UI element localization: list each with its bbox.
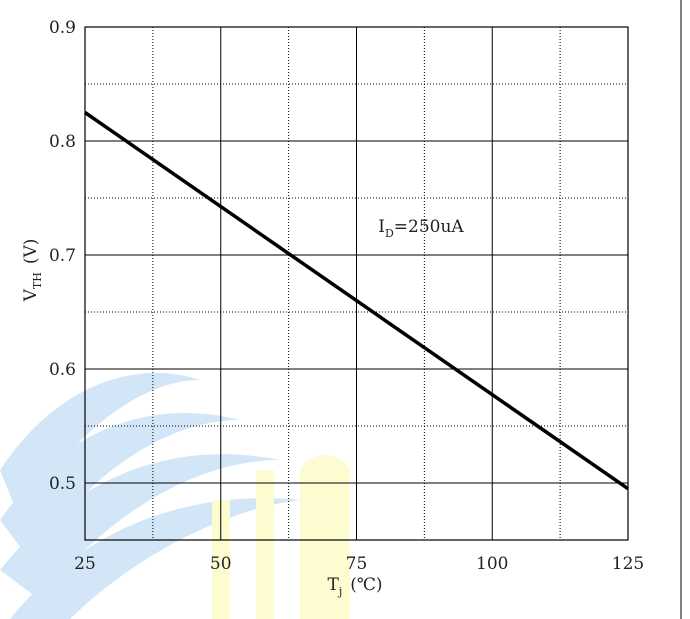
annotation-id-label: ID=250uA — [378, 217, 464, 240]
plot-frame — [84, 26, 629, 541]
x-axis-label-unit: (℃) — [350, 575, 382, 595]
y-tick-labels: 0.5 0.6 0.7 0.8 0.9 — [49, 18, 76, 494]
y-tick-label: 0.8 — [49, 132, 76, 152]
watermark-bar — [300, 455, 350, 619]
y-tick-label: 0.5 — [49, 474, 76, 494]
x-tick-label: 75 — [346, 554, 368, 574]
watermark-wave — [0, 413, 240, 560]
x-tick-label: 50 — [210, 554, 232, 574]
y-tick-label: 0.6 — [49, 360, 76, 380]
annotation-main: I — [378, 217, 385, 237]
y-axis-label-unit: (V) — [21, 239, 41, 265]
y-axis-label: VTH (V) — [21, 239, 44, 303]
watermark-bar — [256, 470, 274, 619]
watermark-bar — [212, 500, 230, 619]
y-axis-label-main: V — [21, 288, 41, 302]
y-axis-label-sub: TH — [31, 272, 44, 289]
x-axis-label-main: T — [327, 575, 339, 595]
y-tick-label: 0.9 — [49, 18, 76, 38]
x-tick-labels: 25 50 75 100 125 — [74, 554, 644, 574]
series-layer — [84, 111, 629, 491]
series-line — [84, 111, 629, 491]
annotation-rest: =250uA — [394, 217, 465, 237]
watermark-wave — [0, 454, 280, 600]
watermark-wave — [10, 498, 300, 619]
y-tick-label: 0.7 — [49, 246, 76, 266]
x-axis-label-sub: j — [337, 585, 342, 598]
watermark-logo — [0, 372, 350, 619]
x-tick-label: 125 — [612, 554, 644, 574]
x-tick-label: 25 — [74, 554, 96, 574]
annotation-sub: D — [385, 227, 394, 240]
watermark-wave — [0, 372, 200, 520]
x-axis-label: Tj (℃) — [327, 575, 382, 598]
x-tick-label: 100 — [476, 554, 508, 574]
